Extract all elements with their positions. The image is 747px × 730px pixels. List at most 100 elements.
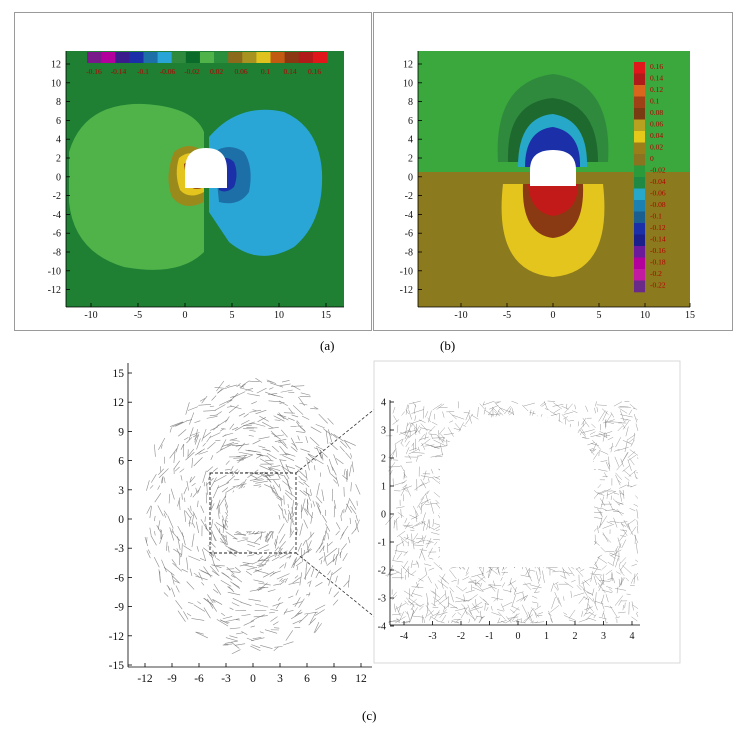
crack-segment [439,593,446,600]
crack-segment [395,444,397,458]
crack-segment [432,477,441,485]
crack-segment [340,440,348,448]
crack-segment [313,457,324,465]
crack-segment [504,405,511,415]
crack-segment [586,598,590,611]
crack-segment [241,614,251,617]
crack-segment [465,589,475,594]
crack-segment [243,413,249,418]
crack-segment [279,578,283,582]
crack-segment [619,484,627,489]
crack-segment [593,563,598,568]
crack-segment [206,466,214,473]
crack-segment [437,612,448,616]
crack-segment [183,611,189,620]
crack-segment [428,557,434,560]
crack-segment [198,450,208,455]
crack-segment [171,559,177,566]
crack-segment [502,571,506,576]
crack-segment [430,454,442,458]
crack-segment [596,435,601,437]
crack-segment [315,424,325,429]
crack-segment [600,547,607,553]
crack-segment [465,409,471,421]
crack-segment [220,533,227,538]
crack-segment [254,473,266,481]
crack-segment [193,604,206,612]
crack-segment [477,582,481,586]
crack-segment [622,490,625,499]
crack-segment [554,585,559,591]
crack-segment [291,385,301,391]
panel-b-plot: 0.16 0.14 0.12 0.1 0.08 0.06 0.04 0.02 0 -0.02 -0.… [400,51,695,321]
crack-segment [347,536,351,544]
crack-segment [332,552,340,563]
crack-segment [295,589,299,596]
crack-segment [458,422,464,433]
panel-a-colorbar-swatch [143,52,158,63]
panel-b-colorbar-label: -0.06 [650,189,666,198]
crack-segment [415,521,425,527]
crack-segment [447,596,449,608]
crack-segment [211,564,222,568]
crack-segment [341,525,349,536]
crack-segment [206,598,214,609]
crack-segment [327,541,333,546]
crack-segment [619,490,622,502]
panel-c-y-tick-label: -12 [109,631,125,643]
crack-segment [250,625,255,628]
panel-c-y-tick-label: -6 [114,572,124,584]
crack-segment [280,429,288,438]
crack-segment [624,476,630,481]
crack-segment [209,414,218,417]
crack-segment [418,454,423,457]
crack-segment [475,599,477,607]
crack-segment [416,581,419,589]
crack-segment [341,543,347,551]
crack-segment [217,482,230,489]
panel-c-inset-x-tick-label: 4 [630,631,635,642]
crack-segment [423,470,427,481]
panel-a-y-tick-label: 6 [56,116,61,127]
panel-a-y-tick-label: -8 [53,248,61,259]
crack-segment [285,489,296,498]
crack-segment [426,540,434,543]
crack-segment [403,537,415,543]
crack-segment [316,483,320,496]
crack-segment [497,611,506,620]
crack-segment [188,427,194,440]
crack-segment [513,618,521,622]
crack-segment [264,484,275,489]
crack-segment [274,646,283,648]
crack-segment [315,570,320,579]
crack-segment [430,590,440,598]
crack-segment [521,604,528,617]
crack-segment [434,583,439,590]
crack-segment [618,567,623,573]
crack-segment [320,449,322,459]
crack-segment [410,609,414,620]
crack-segment [617,479,622,484]
panel-c-inset-y-tick-label: 4 [381,398,386,409]
crack-segment [187,406,199,411]
crack-segment [429,616,432,621]
crack-segment [525,568,530,576]
crack-segment [312,500,316,507]
panel-c-x-tick-label: 9 [331,673,337,685]
crack-segment [284,610,294,613]
crack-segment [613,578,615,584]
crack-segment [497,617,501,624]
crack-segment [609,552,620,557]
crack-segment [167,545,170,553]
crack-segment [440,433,446,440]
crack-segment [175,585,180,593]
crack-segment [210,531,213,541]
crack-segment [343,439,351,450]
crack-segment [471,603,480,614]
crack-segment [299,523,303,536]
crack-segment [313,406,319,410]
crack-segment [513,587,517,596]
crack-segment [406,534,409,539]
crack-segment [326,527,328,534]
crack-segment [488,584,497,590]
